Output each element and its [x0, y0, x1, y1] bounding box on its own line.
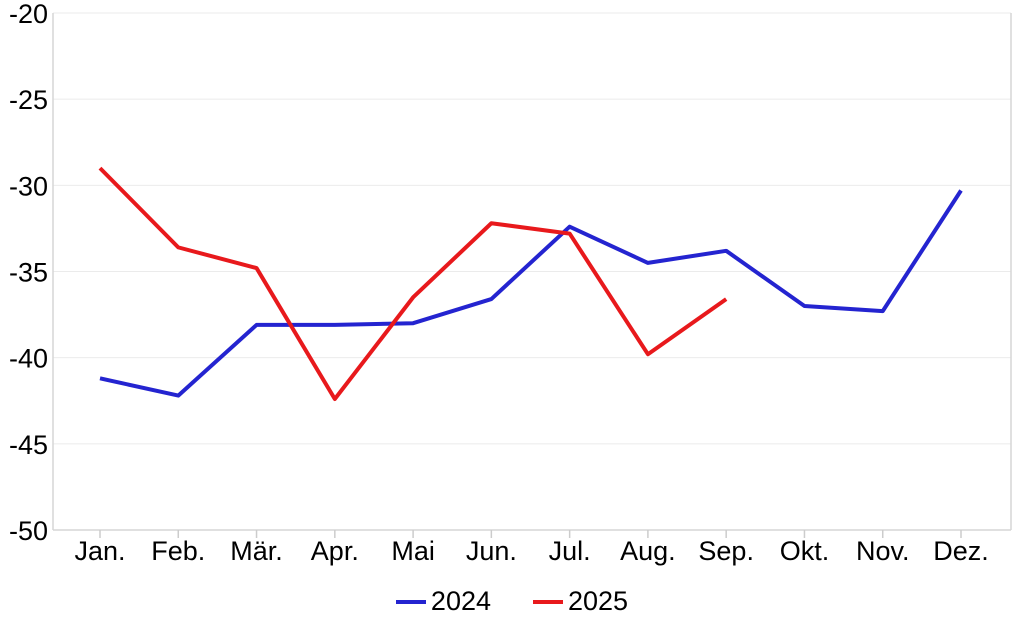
y-axis-tick-label: -50 — [9, 516, 48, 546]
x-axis-tick-label: Okt. — [780, 536, 830, 566]
x-axis-tick-label: Apr. — [311, 536, 359, 566]
legend-line-swatch — [533, 599, 563, 604]
legend-item-2025: 2025 — [533, 586, 628, 617]
y-axis-tick-label: -30 — [9, 171, 48, 201]
legend-label: 2025 — [568, 586, 629, 616]
series-line-2024 — [99, 189, 963, 398]
x-axis-tick-label: Jun. — [466, 536, 517, 566]
y-axis-tick-label: -40 — [9, 344, 48, 374]
y-axis-tick-label: -35 — [9, 258, 48, 288]
legend-label: 2024 — [430, 586, 491, 616]
x-axis-tick-label: Jul. — [549, 536, 591, 566]
y-axis-tick-label: -45 — [9, 430, 48, 460]
x-axis-tick-label: Mär. — [230, 536, 283, 566]
y-axis-tick-label: -25 — [9, 85, 48, 115]
chart-legend: 2024 2025 — [0, 586, 1024, 617]
legend-item-2024: 2024 — [395, 586, 491, 617]
x-axis-tick-label: Jan. — [74, 536, 125, 566]
x-axis-tick-label: Dez. — [933, 536, 989, 566]
x-axis-tick-label: Mai — [391, 536, 435, 566]
x-axis-tick-label: Sep. — [698, 536, 754, 566]
legend-line-swatch — [395, 599, 426, 604]
series-line-2025 — [98, 166, 728, 402]
x-axis-tick-label: Aug. — [620, 536, 676, 566]
x-axis-tick-label: Feb. — [151, 536, 205, 566]
x-axis-tick-label: Nov. — [856, 536, 910, 566]
y-axis-tick-label: -20 — [9, 0, 48, 29]
